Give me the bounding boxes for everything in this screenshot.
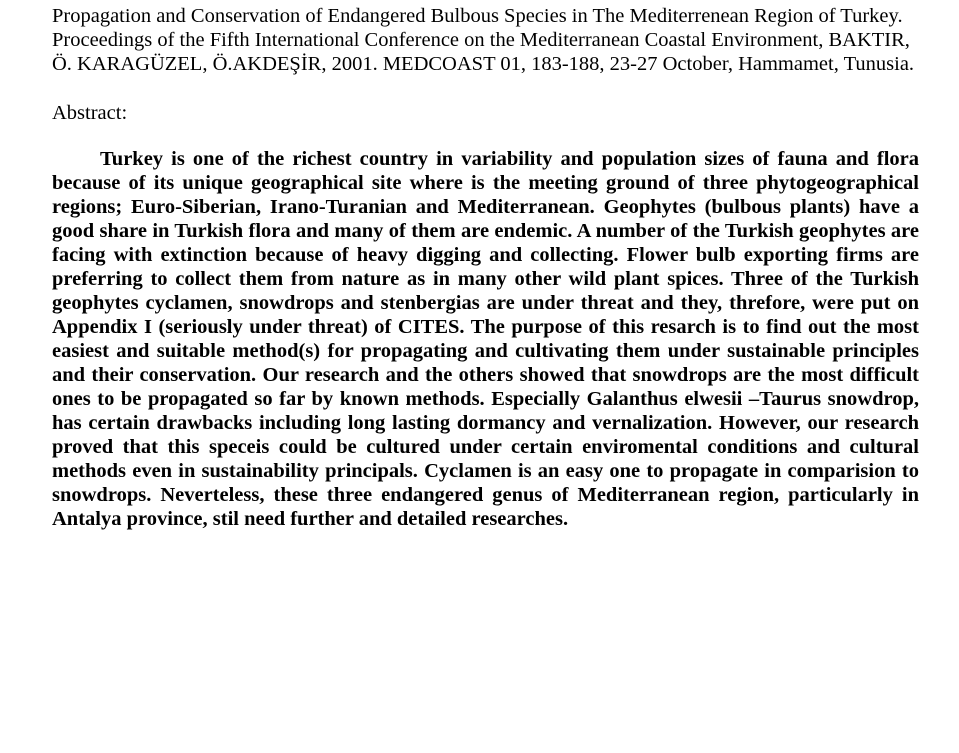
citation-block: Propagation and Conservation of Endanger…: [52, 4, 919, 77]
abstract-body: Turkey is one of the richest country in …: [52, 148, 919, 532]
abstract-heading: Abstract:: [52, 101, 919, 125]
document-page: Propagation and Conservation of Endanger…: [0, 0, 959, 753]
